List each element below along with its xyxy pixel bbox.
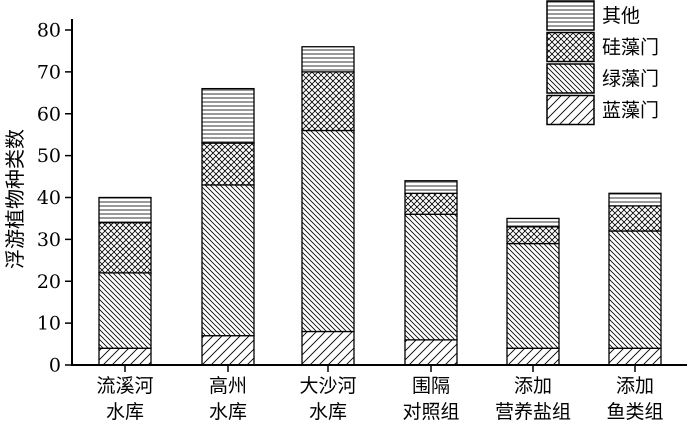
bar-segment [404, 192, 458, 215]
bar-segment [98, 272, 152, 349]
y-tick-label: 0 [49, 355, 61, 377]
x-category-label: 添加 [514, 375, 552, 397]
legend-label: 其他 [602, 5, 640, 27]
y-tick-label: 40 [37, 187, 61, 209]
y-tick-label: 80 [37, 20, 61, 42]
x-category-label: 大沙河 [299, 375, 356, 397]
x-category-label: 水库 [106, 401, 144, 423]
bar-segment [98, 221, 152, 274]
bar-segment [404, 213, 458, 341]
bar-stacks [98, 46, 662, 366]
bar-segment [506, 242, 560, 349]
bar-segment [608, 205, 662, 232]
y-tick-label: 60 [37, 103, 61, 125]
bar-segment [404, 180, 458, 194]
x-category-label: 添加 [616, 375, 654, 397]
bar-segment [98, 196, 152, 224]
bar-segment [201, 87, 255, 144]
legend-swatch [546, 0, 595, 31]
bar-segment [301, 129, 355, 333]
y-axis-ticks: 0 10 20 30 40 50 60 70 80 [37, 20, 72, 377]
x-category-label: 水库 [209, 401, 247, 423]
y-tick-label: 50 [37, 145, 61, 167]
y-tick-label: 20 [37, 271, 61, 293]
bar-segment [201, 335, 255, 366]
x-category-label: 鱼类组 [606, 401, 663, 423]
bar-segment [506, 217, 560, 228]
bar-segment [608, 230, 662, 349]
y-tick-label: 70 [37, 61, 61, 83]
bar-segment [301, 330, 355, 366]
x-category-label: 高州 [209, 375, 247, 397]
legend-label: 蓝藻门 [602, 100, 659, 122]
bar-segment [301, 46, 355, 73]
bar-segment [301, 71, 355, 132]
y-tick-label: 30 [37, 229, 61, 251]
x-category-label: 营养盐组 [495, 401, 571, 423]
legend-swatch [546, 63, 595, 94]
bar-segment [506, 347, 560, 366]
bar-segment [608, 347, 662, 366]
y-axis-label: 浮游植物种类数 [3, 129, 27, 269]
x-category-label: 对照组 [402, 401, 459, 423]
x-category-label: 围隔 [412, 375, 450, 397]
x-category-label: 流溪河 [96, 375, 153, 397]
bar-segment [608, 192, 662, 207]
bar-segment [506, 226, 560, 245]
legend-label: 绿藻门 [602, 68, 659, 90]
x-category-label: 水库 [309, 401, 347, 423]
y-tick-label: 10 [37, 313, 61, 335]
legend-swatch [546, 31, 595, 63]
bar-segment [201, 142, 255, 186]
bar-segment [404, 339, 458, 366]
legend-label: 硅藻门 [602, 37, 659, 59]
bar-segment [201, 184, 255, 337]
legend-swatch [546, 94, 595, 126]
bar-segment [98, 347, 152, 366]
